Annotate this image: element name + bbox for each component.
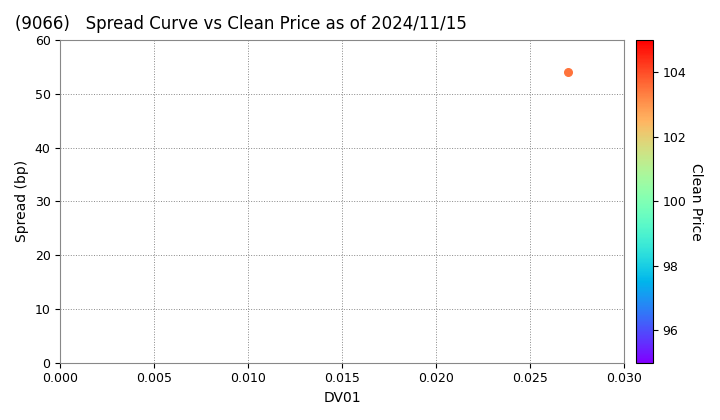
- X-axis label: DV01: DV01: [323, 391, 361, 405]
- Y-axis label: Spread (bp): Spread (bp): [15, 160, 29, 242]
- Point: [562, 69, 574, 76]
- Y-axis label: Clean Price: Clean Price: [689, 163, 703, 240]
- Text: (9066)   Spread Curve vs Clean Price as of 2024/11/15: (9066) Spread Curve vs Clean Price as of…: [15, 15, 467, 33]
